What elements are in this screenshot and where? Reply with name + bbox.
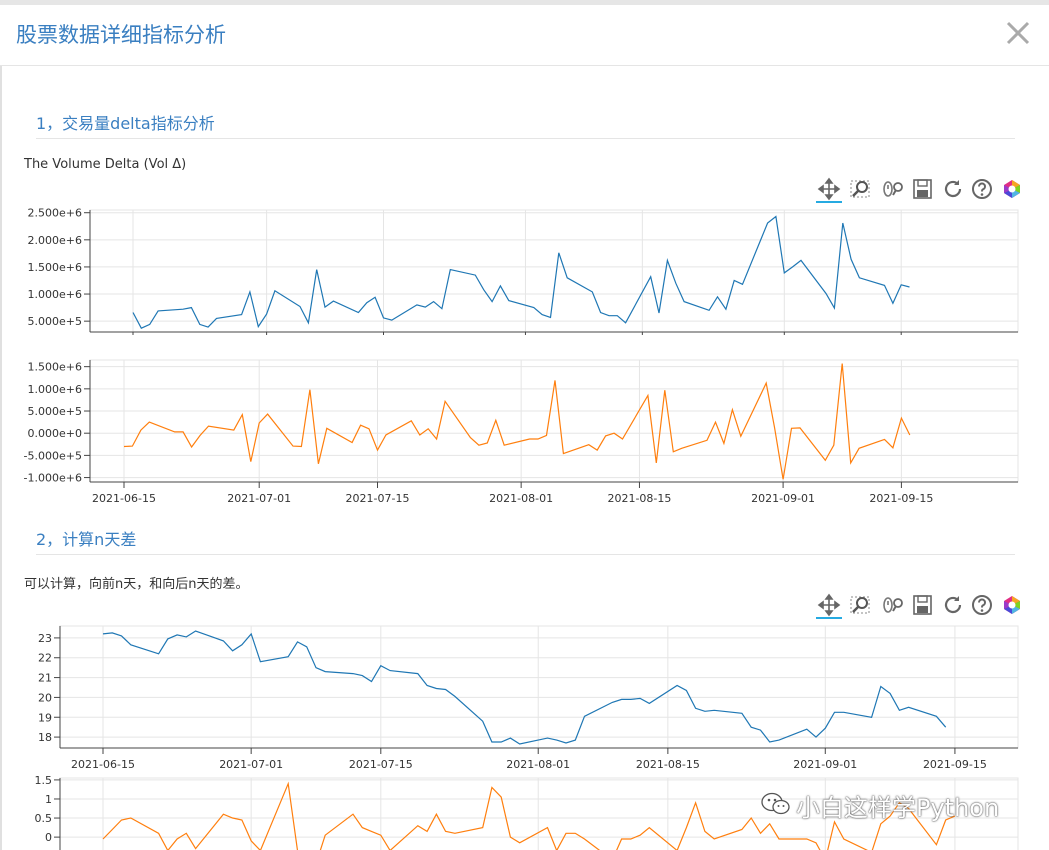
toolbar-wheel-zoom-button[interactable] bbox=[880, 593, 906, 617]
y-tick-label: 1.000e+6 bbox=[28, 383, 82, 396]
y-tick-label: 0 bbox=[45, 831, 52, 844]
x-tick-label: 2021-08-15 bbox=[607, 492, 671, 505]
close-icon bbox=[1006, 21, 1030, 45]
x-tick-label: 2021-09-15 bbox=[869, 492, 933, 505]
save-icon bbox=[913, 595, 932, 615]
volume-delta-line-chart[interactable]: 2021-06-15 2021-07-01 2021-07-15 2021-08-01… bbox=[0, 352, 1049, 508]
watermark-text: 小白这样学Python bbox=[796, 794, 1000, 822]
reset-icon bbox=[944, 596, 962, 614]
x-tick-label: 2021-08-01 bbox=[489, 492, 553, 505]
x-tick-label: 2021-07-01 bbox=[227, 492, 291, 505]
y-tick-label: 1.500e+6 bbox=[28, 361, 82, 374]
y-tick-label: 22 bbox=[38, 652, 52, 665]
y-tick-label: 1.000e+6 bbox=[28, 288, 82, 301]
plot-toolbar-2 bbox=[814, 593, 1029, 619]
toolbar-save-button[interactable] bbox=[910, 593, 936, 617]
x-tick-label: 2021-06-15 bbox=[92, 492, 156, 505]
series-line-close bbox=[102, 630, 947, 745]
x-tick-label: 2021-09-15 bbox=[923, 758, 987, 771]
modal-header: 股票数据详细指标分析 bbox=[0, 5, 1049, 66]
section-divider bbox=[36, 138, 1015, 139]
y-tick-label: 20 bbox=[38, 691, 52, 704]
y-tick-label: 19 bbox=[38, 711, 52, 724]
y-tick-label: 2.500e+6 bbox=[28, 207, 82, 220]
modal-title: 股票数据详细指标分析 bbox=[16, 23, 226, 47]
x-tick-label: 2021-07-15 bbox=[346, 492, 410, 505]
y-tick-label: 18 bbox=[38, 731, 52, 744]
wheel-zoom-icon bbox=[883, 181, 903, 197]
plot-frame bbox=[59, 625, 1019, 749]
pan-icon bbox=[817, 593, 841, 617]
toolbar-reset-button[interactable] bbox=[940, 177, 966, 201]
y-tick-label: 21 bbox=[38, 672, 52, 685]
y-tick-label: -5.000e+5 bbox=[24, 449, 82, 462]
y-tick-label: 5.000e+5 bbox=[28, 405, 82, 418]
section-title-n-day-diff: 2，计算n天差 bbox=[36, 530, 137, 549]
y-tick-label: 1 bbox=[45, 793, 52, 806]
box-zoom-icon bbox=[850, 180, 870, 198]
toolbar-pan-button[interactable] bbox=[816, 593, 842, 619]
toolbar-pan-button[interactable] bbox=[816, 177, 842, 203]
toolbar-bokeh-logo-button[interactable] bbox=[1000, 593, 1026, 617]
pan-icon bbox=[817, 177, 841, 201]
y-tick-label: 23 bbox=[38, 632, 52, 645]
wheel-zoom-icon bbox=[883, 597, 903, 613]
y-tick-label: 1.500e+6 bbox=[28, 261, 82, 274]
plot-caption-volume-delta: The Volume Delta (Vol Δ) bbox=[24, 157, 187, 172]
help-icon bbox=[972, 595, 992, 615]
x-tick-label: 2021-08-15 bbox=[636, 758, 700, 771]
modal-left-border bbox=[0, 66, 2, 850]
toolbar-bokeh-logo-button[interactable] bbox=[1000, 177, 1026, 201]
x-tick-label: 2021-09-01 bbox=[751, 492, 815, 505]
y-tick-label: 0.000e+0 bbox=[28, 427, 82, 440]
plot-frame bbox=[89, 359, 1019, 483]
bokeh-logo-icon bbox=[1004, 180, 1020, 198]
plot-toolbar-1 bbox=[814, 177, 1029, 203]
toolbar-box-zoom-button[interactable] bbox=[848, 593, 874, 617]
save-icon bbox=[913, 179, 932, 199]
reset-icon bbox=[944, 180, 962, 198]
toolbar-reset-button[interactable] bbox=[940, 593, 966, 617]
toolbar-save-button[interactable] bbox=[910, 177, 936, 201]
wechat-icon bbox=[761, 792, 790, 815]
volume-line-chart[interactable]: 2021-06-152021-07-012021-07-152021-08-01… bbox=[0, 200, 1049, 335]
x-tick-label: 2021-07-15 bbox=[349, 758, 413, 771]
y-tick-label: 1.5 bbox=[35, 774, 53, 787]
y-tick-label: 2.000e+6 bbox=[28, 234, 82, 247]
close-price-line-chart[interactable]: 2021-06-15 2021-07-01 2021-07-15 2021-08-01… bbox=[0, 618, 1049, 773]
series-line-volume-delta bbox=[123, 363, 911, 480]
n-day-diff-line-chart[interactable]: 0 0.5 1 1.5 bbox=[0, 768, 1049, 850]
section-title-volume-delta: 1，交易量delta指标分析 bbox=[36, 114, 215, 133]
section-divider bbox=[36, 554, 1015, 555]
help-icon bbox=[972, 179, 992, 199]
bokeh-logo-icon bbox=[1004, 596, 1020, 614]
plot-frame bbox=[89, 209, 1019, 333]
x-tick-label: 2021-06-15 bbox=[71, 758, 135, 771]
toolbar-box-zoom-button[interactable] bbox=[848, 177, 874, 201]
y-tick-label: 5.000e+5 bbox=[28, 315, 82, 328]
toolbar-help-button[interactable] bbox=[970, 177, 996, 201]
x-tick-label: 2021-08-01 bbox=[506, 758, 570, 771]
x-tick-label: 2021-09-01 bbox=[793, 758, 857, 771]
plot-caption-n-day-diff: 可以计算，向前n天，和向后n天的差。 bbox=[24, 577, 249, 592]
x-tick-label: 2021-07-01 bbox=[219, 758, 283, 771]
toolbar-help-button[interactable] bbox=[970, 593, 996, 617]
y-tick-label: 0.5 bbox=[35, 812, 53, 825]
box-zoom-icon bbox=[850, 596, 870, 614]
series-line-close-n-day-diff bbox=[102, 781, 956, 850]
close-button[interactable] bbox=[1002, 17, 1034, 49]
y-tick-label: -1.000e+6 bbox=[24, 472, 82, 485]
toolbar-wheel-zoom-button[interactable] bbox=[880, 177, 906, 201]
series-line-volume bbox=[132, 215, 910, 329]
